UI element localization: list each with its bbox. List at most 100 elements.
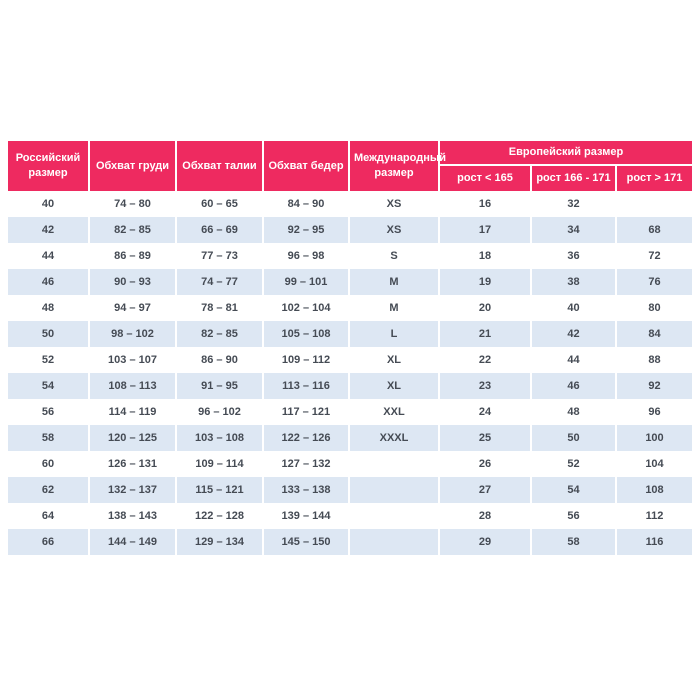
cell-russian-size: 62 bbox=[41, 484, 55, 496]
cell-height-gt-171: 92 bbox=[615, 373, 692, 399]
cell-russian-size: 50 bbox=[41, 328, 55, 340]
cell-hips: 127 – 132 bbox=[262, 451, 348, 477]
table-body: 40 74 – 80 60 – 65 84 – 90 XS 16 32 42 82 – 85 66… bbox=[8, 191, 692, 555]
table-row: 42 82 – 85 66 – 69 92 – 95 XS 17 34 68 bbox=[8, 217, 692, 243]
cell-height-166-171: 48 bbox=[530, 399, 615, 425]
cell-chest: 103 – 107 bbox=[88, 347, 175, 373]
cell-waist: 103 – 108 bbox=[175, 425, 262, 451]
cell-height-166-171: 38 bbox=[530, 269, 615, 295]
cell-hips: 145 – 150 bbox=[262, 529, 348, 555]
cell-waist: 66 – 69 bbox=[175, 217, 262, 243]
table-header: Российский размер Обхват груди Обхват та… bbox=[8, 141, 692, 191]
cell-international-size: M bbox=[348, 295, 438, 321]
cell-waist: 129 – 134 bbox=[175, 529, 262, 555]
cell-height-166-171: 54 bbox=[530, 477, 615, 503]
column-header-height-166-171: рост 166 - 171 bbox=[530, 166, 615, 191]
cell-height-gt-171: 96 bbox=[615, 399, 692, 425]
cell-russian-size: 42 bbox=[41, 224, 55, 236]
cell-hips: 133 – 138 bbox=[262, 477, 348, 503]
cell-height-gt-171: 68 bbox=[615, 217, 692, 243]
cell-hips: 139 – 144 bbox=[262, 503, 348, 529]
cell-international-size: XS bbox=[348, 191, 438, 217]
cell-hips: 84 – 90 bbox=[262, 191, 348, 217]
column-group-header-european-size: Европейский размер bbox=[438, 141, 692, 166]
cell-height-166-171: 40 bbox=[530, 295, 615, 321]
cell-russian-size: 66 bbox=[41, 536, 55, 548]
cell-chest: 90 – 93 bbox=[88, 269, 175, 295]
table-row: 52 103 – 107 86 – 90 109 – 112 XL 22 44 88 bbox=[8, 347, 692, 373]
cell-russian-size: 44 bbox=[41, 250, 55, 262]
cell-international-size: M bbox=[348, 269, 438, 295]
cell-waist: 96 – 102 bbox=[175, 399, 262, 425]
cell-international-size: XS bbox=[348, 217, 438, 243]
cell-height-gt-171 bbox=[615, 191, 692, 217]
cell-russian-size: 46 bbox=[41, 276, 55, 288]
column-header-russian-size: Российский размер bbox=[8, 141, 88, 191]
cell-height-166-171: 56 bbox=[530, 503, 615, 529]
cell-height-gt-171: 108 bbox=[615, 477, 692, 503]
cell-height-lt-165: 25 bbox=[438, 425, 530, 451]
column-header-height-gt-171: рост > 171 bbox=[615, 166, 692, 191]
cell-height-lt-165: 23 bbox=[438, 373, 530, 399]
cell-chest: 132 – 137 bbox=[88, 477, 175, 503]
table-row: 48 94 – 97 78 – 81 102 – 104 M 20 40 80 bbox=[8, 295, 692, 321]
cell-height-166-171: 34 bbox=[530, 217, 615, 243]
cell-chest: 114 – 119 bbox=[88, 399, 175, 425]
cell-hips: 92 – 95 bbox=[262, 217, 348, 243]
cell-hips: 99 – 101 bbox=[262, 269, 348, 295]
cell-international-size: L bbox=[348, 321, 438, 347]
cell-international-size: XXXL bbox=[348, 425, 438, 451]
cell-waist: 122 – 128 bbox=[175, 503, 262, 529]
cell-chest: 108 – 113 bbox=[88, 373, 175, 399]
cell-russian-size: 54 bbox=[41, 380, 55, 392]
cell-hips: 122 – 126 bbox=[262, 425, 348, 451]
cell-hips: 117 – 121 bbox=[262, 399, 348, 425]
column-header-height-lt-165: рост < 165 bbox=[438, 166, 530, 191]
table-row: 54 108 – 113 91 – 95 113 – 116 XL 23 46 92 bbox=[8, 373, 692, 399]
cell-height-166-171: 46 bbox=[530, 373, 615, 399]
cell-hips: 105 – 108 bbox=[262, 321, 348, 347]
table-row: 66 144 – 149 129 – 134 145 – 150 29 58 116 bbox=[8, 529, 692, 555]
cell-russian-size: 58 bbox=[41, 432, 55, 444]
cell-height-gt-171: 116 bbox=[615, 529, 692, 555]
cell-hips: 113 – 116 bbox=[262, 373, 348, 399]
cell-chest: 98 – 102 bbox=[88, 321, 175, 347]
cell-height-gt-171: 80 bbox=[615, 295, 692, 321]
cell-height-gt-171: 76 bbox=[615, 269, 692, 295]
table-row: 40 74 – 80 60 – 65 84 – 90 XS 16 32 bbox=[8, 191, 692, 217]
table-row: 50 98 – 102 82 – 85 105 – 108 L 21 42 84 bbox=[8, 321, 692, 347]
cell-height-lt-165: 20 bbox=[438, 295, 530, 321]
cell-height-166-171: 58 bbox=[530, 529, 615, 555]
cell-height-gt-171: 72 bbox=[615, 243, 692, 269]
cell-hips: 96 – 98 bbox=[262, 243, 348, 269]
column-header-international-size: Международный размер bbox=[348, 141, 446, 191]
cell-height-lt-165: 28 bbox=[438, 503, 530, 529]
cell-height-lt-165: 18 bbox=[438, 243, 530, 269]
table-row: 56 114 – 119 96 – 102 117 – 121 XXL 24 48 96 bbox=[8, 399, 692, 425]
cell-height-166-171: 50 bbox=[530, 425, 615, 451]
cell-height-gt-171: 84 bbox=[615, 321, 692, 347]
cell-waist: 77 – 73 bbox=[175, 243, 262, 269]
cell-height-lt-165: 21 bbox=[438, 321, 530, 347]
cell-height-lt-165: 29 bbox=[438, 529, 530, 555]
cell-height-gt-171: 104 bbox=[615, 451, 692, 477]
table-row: 62 132 – 137 115 – 121 133 – 138 27 54 108 bbox=[8, 477, 692, 503]
cell-height-lt-165: 22 bbox=[438, 347, 530, 373]
cell-waist: 60 – 65 bbox=[175, 191, 262, 217]
cell-height-lt-165: 24 bbox=[438, 399, 530, 425]
cell-russian-size: 56 bbox=[41, 406, 55, 418]
cell-international-size: XL bbox=[348, 347, 438, 373]
column-header-waist: Обхват талии bbox=[175, 141, 262, 191]
cell-height-166-171: 42 bbox=[530, 321, 615, 347]
cell-chest: 86 – 89 bbox=[88, 243, 175, 269]
cell-height-lt-165: 26 bbox=[438, 451, 530, 477]
cell-russian-size: 64 bbox=[41, 510, 55, 522]
table-row: 60 126 – 131 109 – 114 127 – 132 26 52 104 bbox=[8, 451, 692, 477]
cell-hips: 102 – 104 bbox=[262, 295, 348, 321]
cell-waist: 109 – 114 bbox=[175, 451, 262, 477]
table-row: 64 138 – 143 122 – 128 139 – 144 28 56 112 bbox=[8, 503, 692, 529]
cell-chest: 94 – 97 bbox=[88, 295, 175, 321]
table-row: 44 86 – 89 77 – 73 96 – 98 S 18 36 72 bbox=[8, 243, 692, 269]
cell-russian-size: 48 bbox=[41, 302, 55, 314]
table-row: 46 90 – 93 74 – 77 99 – 101 M 19 38 76 bbox=[8, 269, 692, 295]
